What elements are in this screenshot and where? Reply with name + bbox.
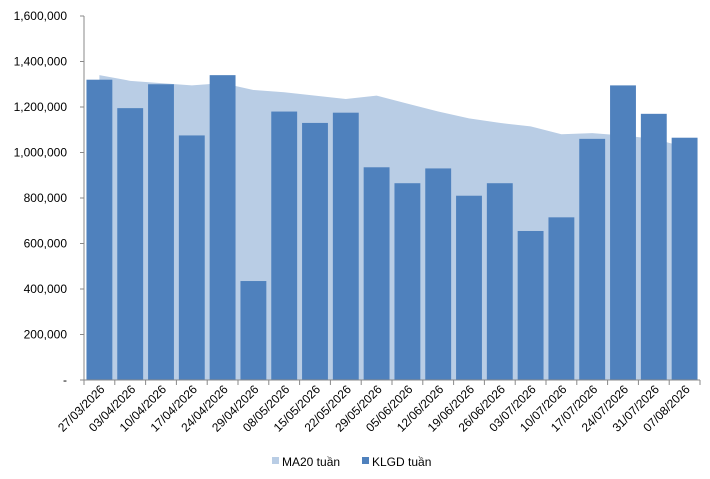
bar-24/04/2026 [209,75,236,381]
y-tick-label: 1,600,000 [14,9,68,23]
y-tick-label: 600,000 [24,237,68,251]
bar-03/04/2026 [117,108,144,380]
legend-swatch [362,457,369,464]
y-tick-label: 1,400,000 [14,55,68,69]
legend: MA20 tuần KLGD tuần [272,455,431,469]
bar-24/07/2026 [610,85,636,380]
bar-22/05/2026 [332,112,359,380]
y-tick-label: 200,000 [24,328,68,342]
legend-label: KLGD tuần [372,455,431,469]
bar-10/07/2026 [548,217,575,380]
bar-19/06/2026 [456,195,482,380]
y-tick-label: 1,000,000 [14,146,68,160]
bar-26/06/2026 [486,183,513,380]
y-tick-label: - [63,373,67,387]
y-tick-label: 1,200,000 [14,100,68,114]
legend-label: MA20 tuần [282,455,340,469]
bar-10/04/2026 [148,84,174,380]
bar-17/04/2026 [178,135,205,380]
plot-area [86,75,698,381]
legend-swatch [272,457,279,464]
bar-17/07/2026 [579,138,606,380]
bar-12/06/2026 [425,168,452,380]
bar-15/05/2026 [302,122,328,381]
bar-07/08/2026 [671,137,698,380]
bar-29/05/2026 [363,167,390,380]
x-axis: 27/03/202603/04/202610/04/202617/04/2026… [55,379,701,435]
bar-27/03/2026 [86,79,113,380]
y-tick-label: 800,000 [24,191,68,205]
bar-29/04/2026 [240,281,267,380]
y-tick-label: 400,000 [24,282,68,296]
bar-03/07/2026 [517,230,544,380]
bar-31/07/2026 [640,113,667,380]
y-axis: - 200,000 400,000 600,000 800,000 1,000,000 1,… [14,9,85,387]
bar-05/06/2026 [394,183,421,380]
bar-08/05/2026 [271,111,298,381]
